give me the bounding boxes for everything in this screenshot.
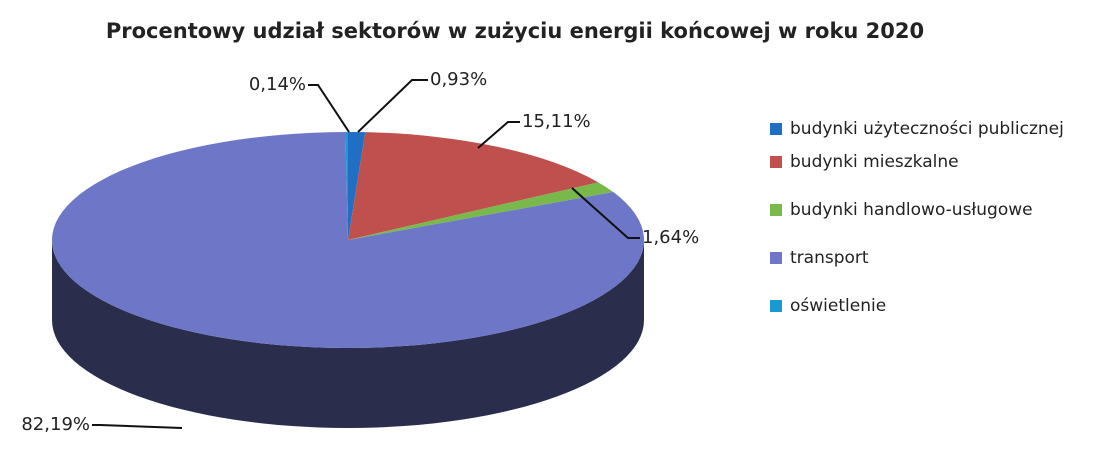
legend-item: oświetlenie (770, 295, 1070, 318)
pie-slice (52, 132, 645, 349)
legend-swatch (770, 204, 782, 216)
legend-item: budynki użyteczności publicznej (770, 118, 1070, 141)
legend-label: budynki użyteczności publicznej (790, 119, 1064, 139)
legend-label: budynki handlowo-usługowe (790, 200, 1033, 220)
data-label: 82,19% (21, 414, 90, 435)
pie-slice (345, 132, 348, 240)
data-label: 0,14% (249, 74, 306, 95)
legend-label: oświetlenie (790, 296, 887, 316)
data-label: 1,64% (642, 227, 699, 248)
pie-slice (348, 132, 366, 240)
legend-label: transport (790, 248, 869, 268)
pie-side (52, 240, 644, 428)
leader-line (571, 187, 640, 239)
data-label: 15,11% (522, 111, 591, 132)
pie-slice (348, 182, 614, 240)
data-label: 0,93% (430, 69, 487, 90)
legend-item: budynki mieszkalne (770, 151, 1070, 174)
legend-swatch (770, 123, 782, 135)
chart-title: Procentowy udział sektorów w zużyciu ene… (106, 19, 924, 43)
legend-item: budynki handlowo-usługowe (770, 199, 1070, 222)
legend-swatch (770, 252, 782, 264)
leader-line (357, 79, 428, 133)
legend-item: transport (770, 247, 1070, 270)
legend: budynki użyteczności publicznej budynki m… (770, 118, 1070, 318)
legend-label: budynki mieszkalne (790, 152, 959, 172)
legend-swatch (770, 300, 782, 312)
pie-slice (348, 132, 599, 240)
leader-line (477, 121, 520, 149)
leader-line (308, 84, 350, 133)
leader-line (92, 424, 183, 429)
legend-swatch (770, 156, 782, 168)
